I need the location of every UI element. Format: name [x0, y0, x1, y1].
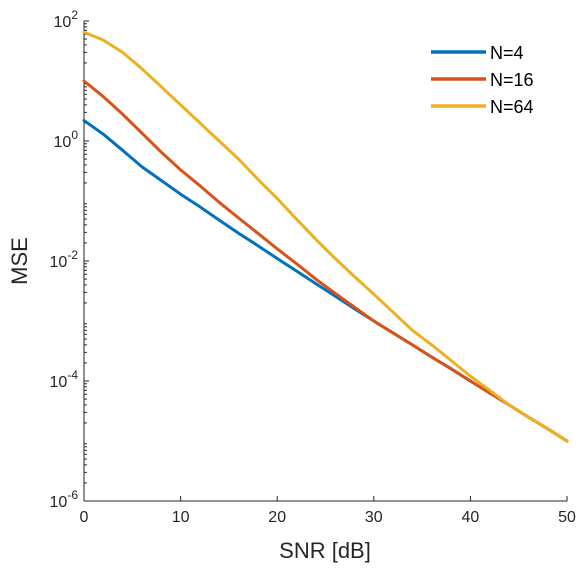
- y-tick-base: 10: [50, 494, 68, 511]
- y-tick-base: 10: [54, 14, 72, 31]
- y-tick-exponent: -2: [67, 248, 78, 262]
- y-tick-exponent: -4: [67, 368, 78, 382]
- y-tick-exponent: 2: [71, 8, 78, 22]
- x-tick-label: 0: [80, 509, 89, 526]
- x-tick-label: 30: [365, 509, 383, 526]
- x-tick-label: 10: [172, 509, 190, 526]
- y-tick-base: 10: [50, 374, 68, 391]
- legend-label-n-64: N=64: [490, 97, 534, 117]
- x-tick-label: 20: [268, 509, 286, 526]
- series-lines: [82, 30, 569, 443]
- y-tick-label: 10-6: [50, 488, 79, 511]
- y-tick-base: 10: [50, 254, 68, 271]
- x-axis-ticks: 0 10 20 30 40 50: [80, 496, 576, 526]
- x-tick-label: 40: [462, 509, 480, 526]
- y-tick-base: 10: [54, 134, 72, 151]
- legend-label-n-4: N=4: [490, 43, 524, 63]
- legend-label-n-16: N=16: [490, 70, 534, 90]
- series-line-n-64: [82, 30, 569, 443]
- y-tick-exponent: 0: [71, 128, 78, 142]
- y-tick-exponent: -6: [67, 488, 78, 502]
- y-tick-label: 102: [54, 8, 79, 31]
- y-axis-title: MSE: [7, 237, 32, 285]
- legend: N=4 N=16 N=64: [431, 43, 534, 117]
- y-tick-label: 10-2: [50, 248, 79, 271]
- y-tick-label: 100: [54, 128, 79, 151]
- y-tick-label: 10-4: [50, 368, 79, 391]
- x-tick-label: 50: [558, 509, 576, 526]
- x-axis-title: SNR [dB]: [279, 538, 371, 563]
- series-line-n-16: [82, 79, 569, 443]
